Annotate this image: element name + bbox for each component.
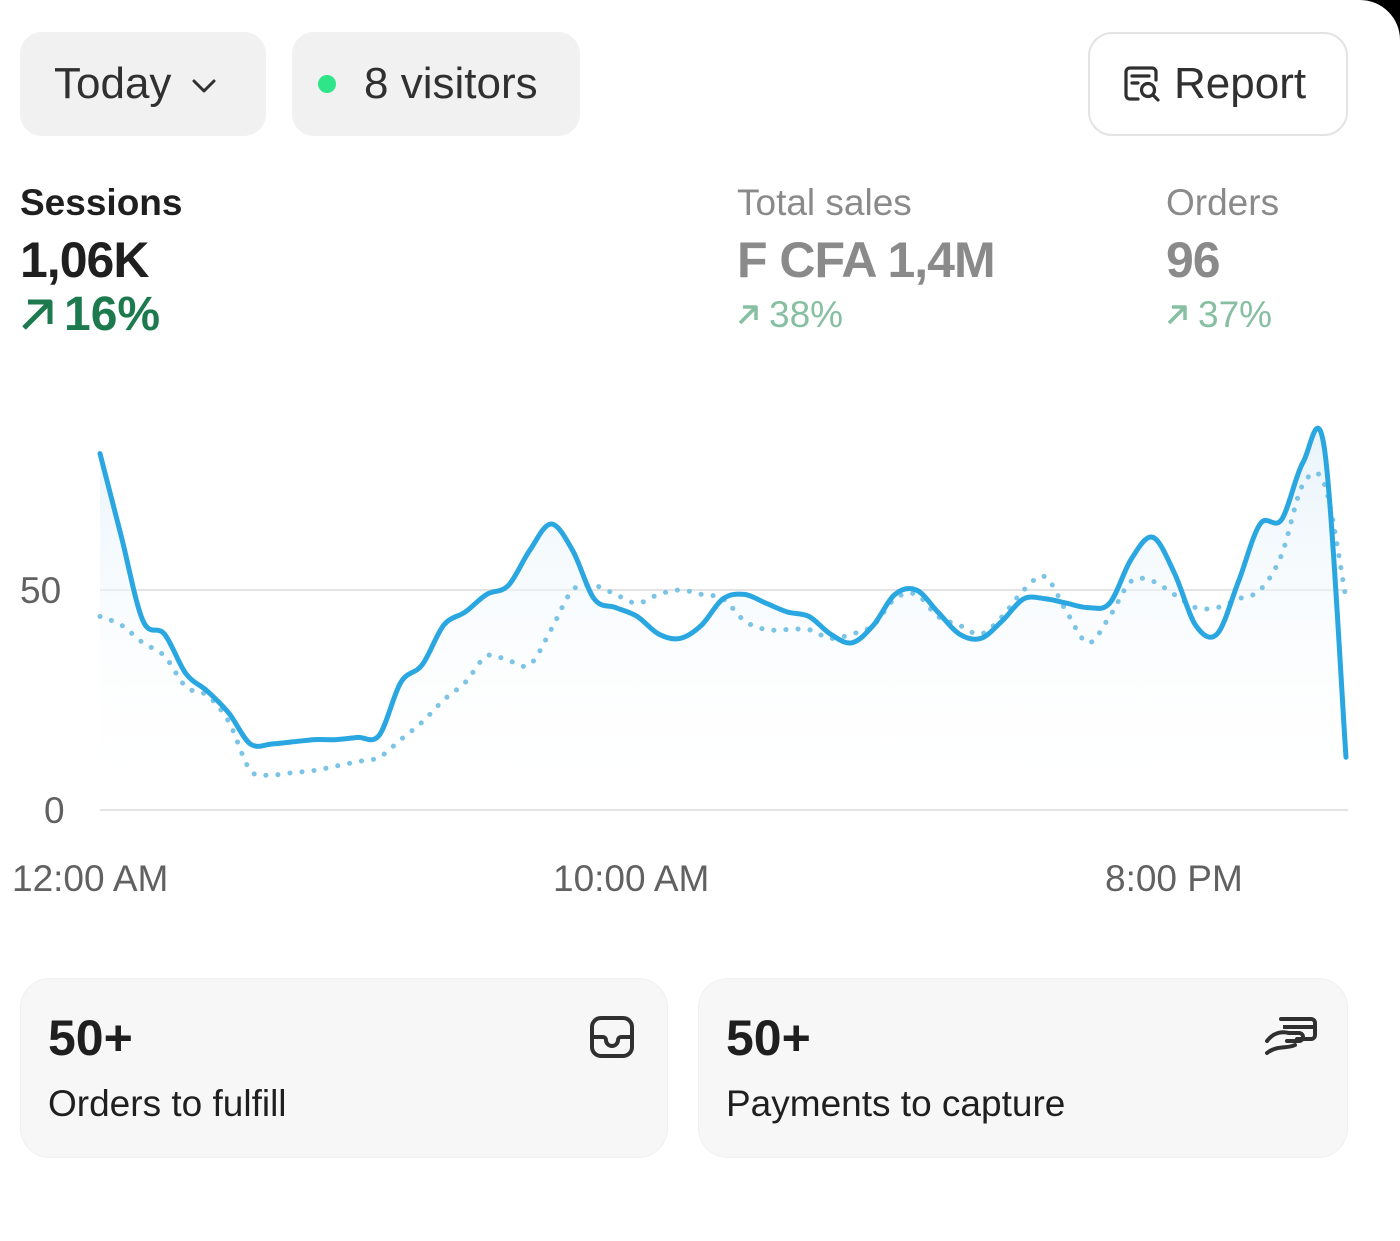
metric-value: F CFA 1,4M [737,232,996,288]
metric-delta-value: 16% [64,288,161,341]
date-range-selector[interactable]: Today [20,32,266,136]
x-tick-label: 12:00 AM [12,858,169,899]
comparison-series-line [97,470,1349,779]
arrow-up-right-icon [22,299,53,330]
x-tick-label: 10:00 AM [553,858,710,899]
metric-delta-value: 37% [1198,294,1273,335]
metric-delta-value: 38% [769,294,844,335]
y-tick-label: 0 [44,790,65,831]
date-range-label: Today [54,59,172,108]
card-count: 50+ [726,1010,811,1066]
metric-orders[interactable]: Orders 96 37% [1166,180,1279,340]
report-button-label: Report [1174,59,1307,108]
metric-label: Total sales [737,182,912,223]
y-tick-label: 50 [20,570,62,611]
x-tick-label: 8:00 PM [1105,858,1243,899]
chart-canvas [97,425,1349,811]
hand-card-icon [1265,1017,1317,1055]
report-search-icon [1124,66,1160,102]
metric-label: Orders [1166,182,1280,223]
chevron-down-icon [192,79,216,93]
metric-total-sales[interactable]: Total sales F CFA 1,4M 38% [737,180,996,340]
metric-delta: 38% [737,290,995,340]
live-status-dot [318,75,336,93]
sessions-chart[interactable]: 50 0 12:00 AM 10:00 AM 8:00 PM [0,400,1400,920]
card-count: 50+ [48,1010,133,1066]
current-series-line [97,425,1349,760]
metric-delta: 16% [20,290,182,340]
report-button[interactable]: Report [1088,32,1348,136]
live-visitors-label: 8 visitors [364,59,538,108]
arrow-up-right-icon [1167,305,1187,325]
payments-to-capture-card[interactable]: 50+ Payments to capture [698,978,1348,1158]
metric-sessions[interactable]: Sessions 1,06K 16% [20,180,182,340]
arrow-up-right-icon [738,305,758,325]
metric-value: 1,06K [20,232,149,288]
live-visitors-pill[interactable]: 8 visitors [292,32,580,136]
orders-to-fulfill-card[interactable]: 50+ Orders to fulfill [20,978,668,1158]
metric-value: 96 [1166,232,1221,288]
card-label: Orders to fulfill [48,1083,287,1124]
inbox-icon [590,1016,634,1058]
metric-delta: 37% [1166,290,1279,340]
card-label: Payments to capture [726,1083,1066,1124]
metric-label: Sessions [20,182,183,223]
series-area [100,428,1346,810]
